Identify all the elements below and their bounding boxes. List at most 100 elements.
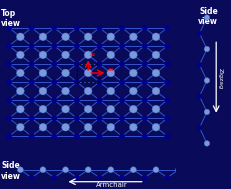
Circle shape [142, 98, 146, 102]
Circle shape [52, 44, 56, 48]
Circle shape [61, 87, 69, 95]
Circle shape [61, 105, 69, 113]
Circle shape [152, 167, 158, 173]
Circle shape [142, 44, 146, 48]
Circle shape [84, 33, 92, 41]
Circle shape [164, 176, 169, 180]
Circle shape [152, 105, 159, 113]
Circle shape [197, 31, 201, 35]
Circle shape [164, 134, 169, 139]
Circle shape [106, 105, 114, 113]
Circle shape [164, 80, 169, 84]
Circle shape [129, 69, 137, 77]
Text: Zigzag: Zigzag [217, 68, 222, 89]
Circle shape [7, 80, 11, 84]
Circle shape [30, 176, 33, 180]
Circle shape [7, 44, 11, 48]
Circle shape [164, 26, 169, 30]
Circle shape [7, 98, 11, 102]
Circle shape [97, 116, 101, 120]
Circle shape [7, 134, 11, 139]
Circle shape [74, 98, 79, 102]
Circle shape [119, 80, 124, 84]
Circle shape [52, 116, 56, 120]
Circle shape [39, 123, 47, 131]
Circle shape [97, 98, 101, 102]
Circle shape [39, 105, 47, 113]
Circle shape [75, 176, 79, 180]
Circle shape [142, 176, 146, 180]
Circle shape [85, 167, 91, 173]
Circle shape [29, 26, 34, 30]
Circle shape [106, 123, 114, 131]
Text: Top
view: Top view [1, 9, 21, 28]
Circle shape [203, 78, 209, 83]
Circle shape [39, 69, 47, 77]
Circle shape [119, 176, 124, 180]
Circle shape [74, 44, 79, 48]
Circle shape [29, 116, 34, 120]
Circle shape [61, 69, 69, 77]
Circle shape [74, 26, 79, 30]
Circle shape [39, 87, 47, 95]
Circle shape [16, 33, 24, 41]
Circle shape [16, 51, 24, 59]
Circle shape [39, 33, 47, 41]
Circle shape [84, 123, 92, 131]
Circle shape [197, 63, 201, 67]
Circle shape [52, 26, 56, 30]
Circle shape [164, 116, 169, 120]
Circle shape [175, 167, 181, 173]
Circle shape [106, 33, 114, 41]
Circle shape [119, 62, 124, 66]
Circle shape [61, 33, 69, 41]
Text: Side
view: Side view [1, 161, 21, 181]
Circle shape [16, 123, 24, 131]
Circle shape [61, 123, 69, 131]
Circle shape [16, 69, 24, 77]
Circle shape [74, 116, 79, 120]
Circle shape [129, 105, 137, 113]
Circle shape [74, 80, 79, 84]
Circle shape [29, 134, 34, 139]
Circle shape [106, 69, 114, 77]
Circle shape [97, 26, 101, 30]
Circle shape [119, 116, 124, 120]
Text: a₂: a₂ [89, 52, 95, 57]
Circle shape [152, 33, 159, 41]
Circle shape [29, 80, 34, 84]
Circle shape [97, 80, 101, 84]
Circle shape [197, 94, 201, 98]
Text: a₁: a₁ [107, 67, 114, 72]
Circle shape [97, 44, 101, 48]
Circle shape [142, 62, 146, 66]
Circle shape [97, 62, 101, 66]
Circle shape [7, 62, 11, 66]
Circle shape [16, 87, 24, 95]
Circle shape [203, 15, 209, 20]
Circle shape [142, 80, 146, 84]
Circle shape [203, 109, 209, 115]
Circle shape [17, 167, 23, 173]
Circle shape [129, 123, 137, 131]
Circle shape [203, 46, 209, 52]
Circle shape [29, 98, 34, 102]
Circle shape [130, 167, 136, 173]
Circle shape [119, 44, 124, 48]
Circle shape [52, 134, 56, 139]
Circle shape [142, 26, 146, 30]
Circle shape [84, 69, 92, 77]
Circle shape [52, 176, 56, 180]
Circle shape [62, 167, 68, 173]
Circle shape [152, 123, 159, 131]
Circle shape [129, 51, 137, 59]
Circle shape [152, 69, 159, 77]
Circle shape [97, 176, 101, 180]
Circle shape [164, 98, 169, 102]
Circle shape [84, 87, 92, 95]
Circle shape [164, 62, 169, 66]
Circle shape [119, 134, 124, 139]
Circle shape [142, 134, 146, 139]
Circle shape [129, 87, 137, 95]
Circle shape [129, 33, 137, 41]
